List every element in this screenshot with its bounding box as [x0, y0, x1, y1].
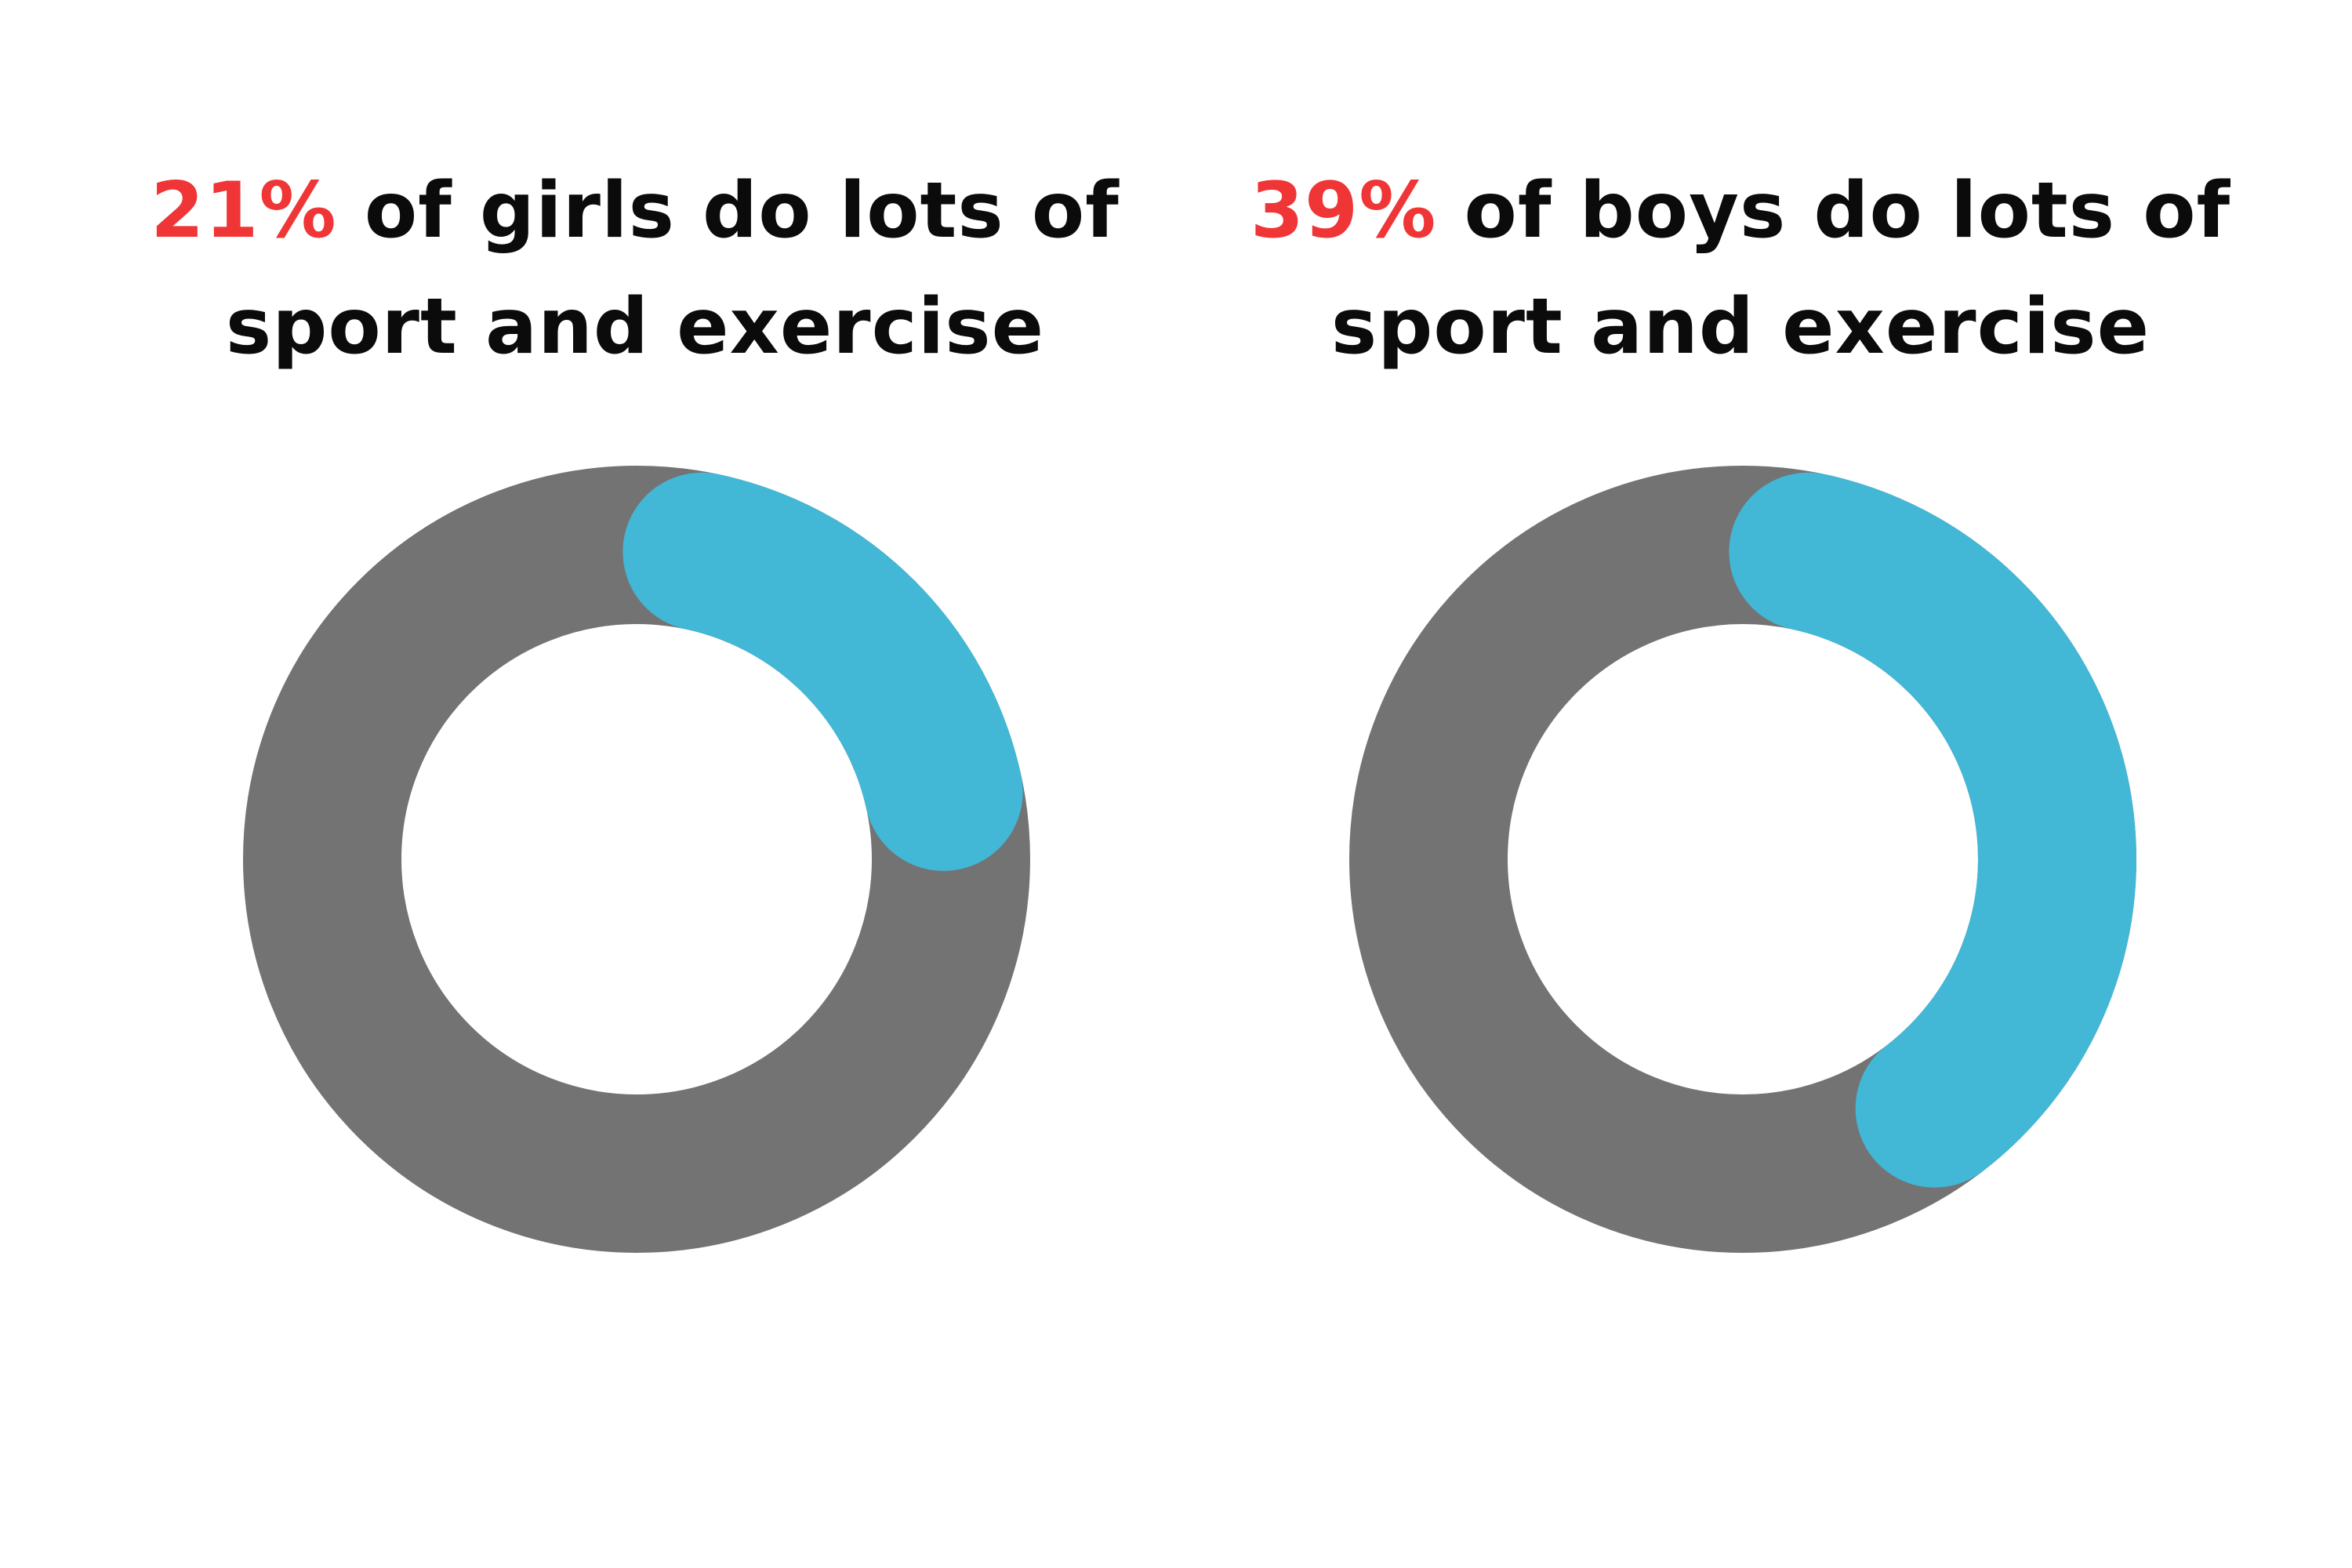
girls-donut-value-arc	[622, 472, 1023, 871]
boys-chart-panel: 39% of boys do lots of sport and exercis…	[1105, 0, 2281, 1568]
boys-donut-value-arc	[1729, 472, 2136, 1188]
boys-headline: 39% of boys do lots of sport and exercis…	[1105, 153, 2352, 385]
girls-headline-line1: of girls do lots of	[336, 166, 1120, 256]
girls-headline-line2: sport and exercise	[225, 282, 1045, 372]
boys-headline-line1: of boys do lots of	[1436, 166, 2231, 256]
girls-donut	[243, 466, 1030, 1253]
boys-headline-line2: sport and exercise	[1330, 282, 2151, 372]
boys-percentage: 39%	[1250, 166, 1437, 256]
boys-donut	[1349, 466, 2136, 1253]
girls-chart-panel: 21% of girls do lots of sport and exerci…	[151, 166, 1119, 372]
girls-headline: 21% of girls do lots of sport and exerci…	[0, 153, 1270, 385]
girls-percentage: 21%	[151, 166, 337, 256]
